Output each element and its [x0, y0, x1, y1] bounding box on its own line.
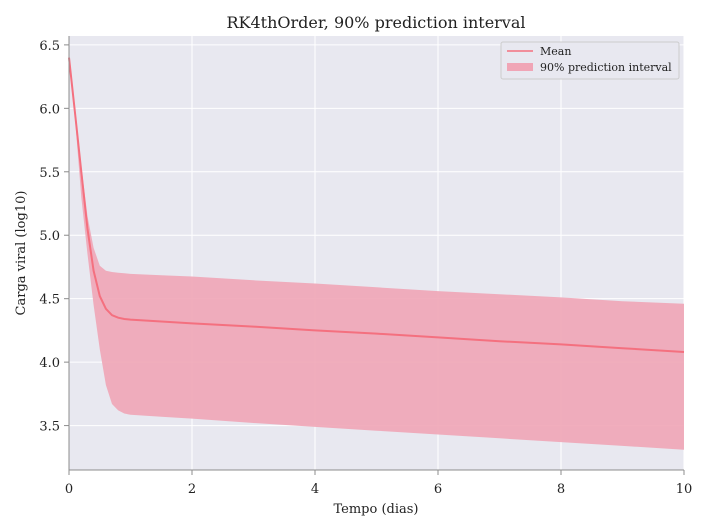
y-tick-label: 3.5 [39, 420, 60, 435]
x-tick-label: 0 [65, 482, 73, 497]
chart-title: RK4thOrder, 90% prediction interval [226, 13, 525, 32]
x-tick-label: 6 [434, 482, 442, 497]
x-tick-label: 8 [557, 482, 565, 497]
y-tick-label: 5.5 [39, 166, 60, 181]
x-ticks: 0 2 4 6 8 10 [65, 470, 692, 497]
x-tick-label: 4 [311, 482, 319, 497]
y-tick-label: 4.0 [39, 356, 60, 371]
legend-interval-label: 90% prediction interval [540, 61, 672, 74]
prediction-interval-band [69, 57, 684, 450]
x-tick-label: 10 [676, 482, 693, 497]
y-ticks: 3.5 4.0 4.5 5.0 5.5 6.0 6.5 [39, 39, 69, 435]
legend-interval-swatch [507, 63, 533, 71]
mean-line [68, 57, 685, 353]
y-tick-label: 6.5 [39, 39, 60, 54]
x-tick-label: 2 [188, 482, 196, 497]
y-axis-label: Carga viral (log10) [14, 191, 29, 316]
y-tick-label: 5.0 [39, 229, 60, 244]
y-tick-label: 4.5 [39, 293, 60, 308]
y-tick-label: 6.0 [39, 102, 60, 117]
legend-mean-label: Mean [540, 45, 571, 58]
legend: Mean 90% prediction interval [500, 41, 680, 80]
x-axis-label: Tempo (dias) [333, 502, 418, 517]
legend-box [500, 41, 680, 80]
